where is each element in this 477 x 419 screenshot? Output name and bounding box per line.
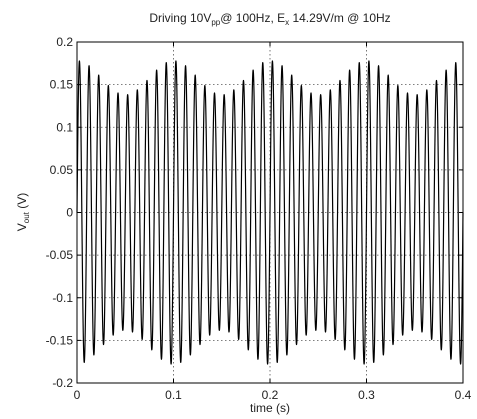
y-tick-label: -0.15 [46, 333, 74, 347]
y-tick-label: 0.15 [50, 78, 74, 92]
series-line [76, 60, 464, 365]
title-sub2: x [285, 18, 289, 27]
y-tick-label: 0.05 [50, 163, 74, 177]
x-tick-label: 0.1 [165, 388, 182, 402]
y-tick-label: -0.2 [52, 376, 73, 390]
ticks [76, 41, 464, 384]
y-tick-label: 0.1 [56, 120, 73, 134]
ylabel-sub: out [22, 211, 31, 223]
labels: 0 0.1 0.2 0.3 0.4 -0.2 -0.15 -0.1 -0.05 0 0.05 0.1 0… [46, 35, 472, 402]
title-suffix: 14.29V/m @ 10Hz [289, 11, 391, 25]
x-tick-label: 0.4 [455, 388, 472, 402]
y-tick-label: 0 [66, 206, 73, 220]
ylabel-main: V [15, 223, 29, 231]
y-tick-label: 0.2 [56, 35, 73, 49]
y-axis-label: Vout (V) [15, 193, 31, 231]
ylabel-unit: (V) [15, 193, 29, 212]
y-tick-label: -0.05 [46, 248, 74, 262]
y-tick-label: -0.1 [52, 291, 73, 305]
chart-title: Driving 10Vpp@ 100Hz, Ex 14.29V/m @ 10Hz [149, 11, 390, 27]
title-middle: @ 100Hz, E [220, 11, 285, 25]
x-axis-label: time (s) [250, 401, 290, 415]
x-tick-label: 0.2 [262, 388, 279, 402]
title-prefix: Driving 10V [149, 11, 211, 25]
x-tick-label: 0.3 [358, 388, 375, 402]
series-layer [76, 60, 464, 365]
title-sub1: pp [211, 18, 220, 27]
x-tick-label: 0 [74, 388, 81, 402]
